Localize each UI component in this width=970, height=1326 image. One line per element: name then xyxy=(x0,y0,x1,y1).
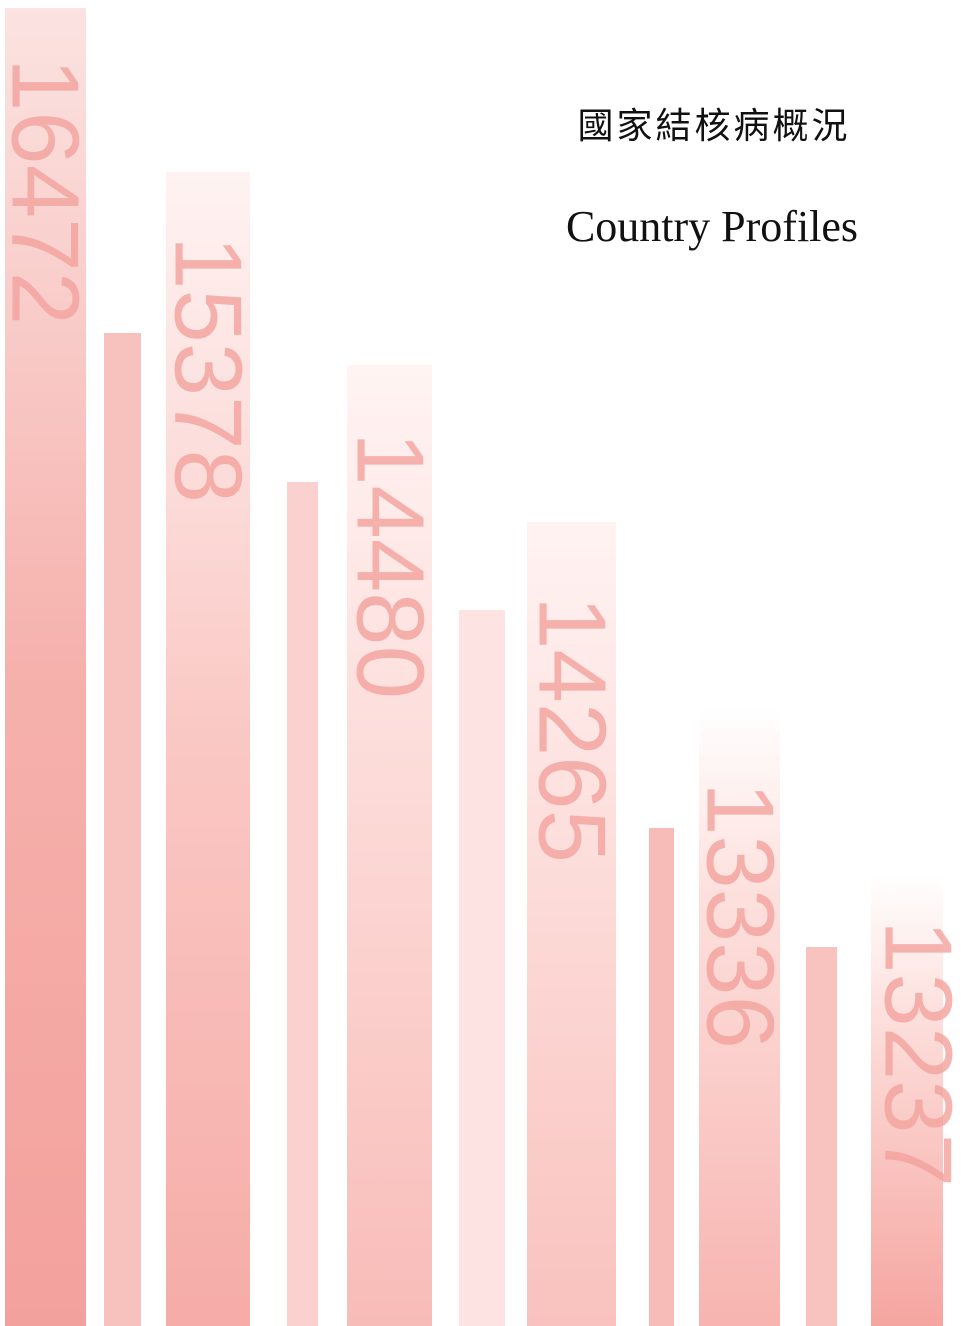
bar xyxy=(459,610,505,1326)
bar xyxy=(5,8,86,1326)
title-en: Country Profiles xyxy=(566,202,858,251)
bar xyxy=(166,172,250,1326)
bar xyxy=(347,365,432,1326)
bar-label: 13336 xyxy=(687,782,794,1049)
bar xyxy=(649,828,674,1326)
wide-bars xyxy=(5,8,943,1326)
bar xyxy=(806,947,837,1326)
bar xyxy=(871,875,943,1326)
bar-label: 15378 xyxy=(155,236,262,503)
bar xyxy=(527,522,616,1326)
bar xyxy=(104,333,141,1326)
narrow-bars xyxy=(104,333,837,1326)
bar-labels: 16472 15378 14480 14265 13336 13237 xyxy=(0,58,970,1187)
bar xyxy=(287,482,318,1326)
title-zh: 國家結核病概況 xyxy=(577,106,850,147)
bar-label: 13237 xyxy=(865,920,970,1187)
bar-label: 14265 xyxy=(519,596,626,863)
bar-label: 16472 xyxy=(0,58,99,325)
bar-label: 14480 xyxy=(337,432,444,699)
bar xyxy=(699,708,780,1326)
